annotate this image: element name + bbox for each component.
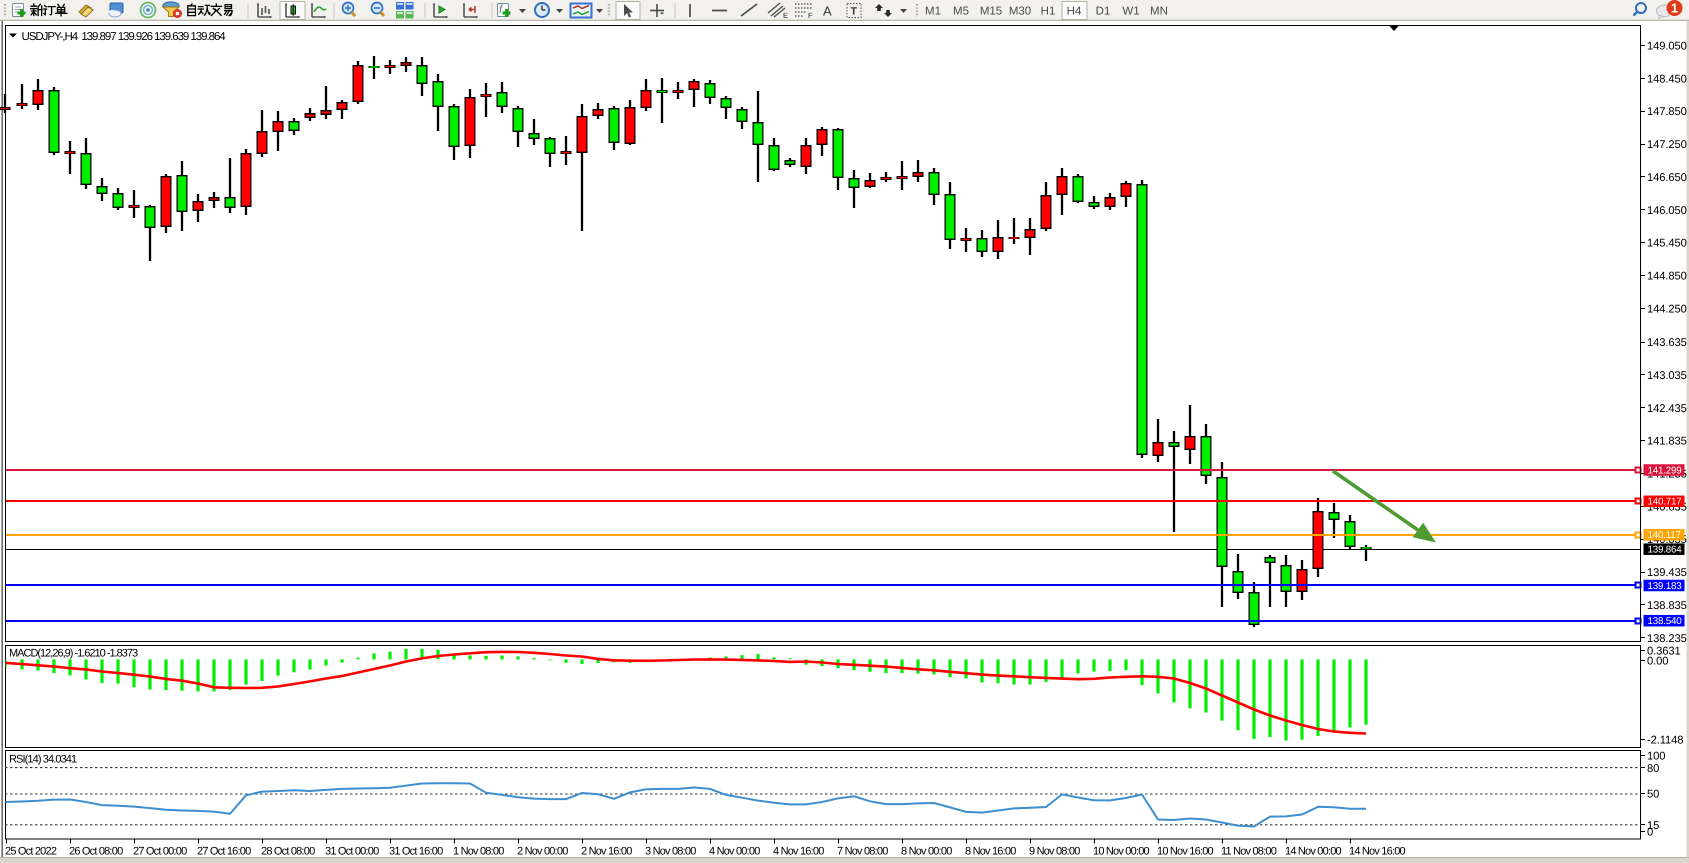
svg-text:M1: M1 bbox=[925, 6, 941, 18]
svg-text:31 Oct 16:00: 31 Oct 16:00 bbox=[389, 845, 443, 857]
svg-text:139.435: 139.435 bbox=[1647, 567, 1687, 579]
svg-text:138.835: 138.835 bbox=[1647, 600, 1687, 612]
svg-text:143.035: 143.035 bbox=[1647, 370, 1687, 382]
svg-text:144.850: 144.850 bbox=[1647, 271, 1687, 283]
svg-text:f: f bbox=[500, 3, 504, 13]
svg-text:149.050: 149.050 bbox=[1647, 41, 1687, 53]
svg-text:146.650: 146.650 bbox=[1647, 172, 1687, 184]
svg-text:RSI(14) 34.0341: RSI(14) 34.0341 bbox=[9, 754, 77, 766]
svg-text:F: F bbox=[808, 11, 813, 20]
svg-text:0.3631: 0.3631 bbox=[1647, 646, 1681, 658]
svg-text:MN: MN bbox=[1150, 6, 1168, 18]
svg-text:1: 1 bbox=[1671, 1, 1678, 16]
svg-text:27 Oct 16:00: 27 Oct 16:00 bbox=[197, 845, 251, 857]
svg-text:1 Nov 08:00: 1 Nov 08:00 bbox=[453, 845, 504, 857]
svg-text:25 Oct 2022: 25 Oct 2022 bbox=[5, 845, 57, 857]
svg-text:26 Oct 08:00: 26 Oct 08:00 bbox=[69, 845, 123, 857]
svg-text:10 Nov 00:00: 10 Nov 00:00 bbox=[1093, 845, 1150, 857]
svg-text:MACD(12,26,9) -1.6210 -1.8373: MACD(12,26,9) -1.6210 -1.8373 bbox=[9, 648, 138, 660]
svg-text:50: 50 bbox=[1647, 789, 1659, 801]
svg-text:28 Oct 08:00: 28 Oct 08:00 bbox=[261, 845, 315, 857]
svg-text:140.717: 140.717 bbox=[1648, 497, 1682, 508]
svg-text:147.250: 147.250 bbox=[1647, 139, 1687, 151]
svg-text:M30: M30 bbox=[1009, 6, 1031, 18]
svg-text:147.850: 147.850 bbox=[1647, 106, 1687, 118]
svg-text:100: 100 bbox=[1647, 751, 1665, 763]
svg-text:USDJPY-,H4 139.897 139.926 13: USDJPY-,H4 139.897 139.926 139.639 139.8… bbox=[22, 31, 227, 43]
svg-text:4 Nov 16:00: 4 Nov 16:00 bbox=[773, 845, 824, 857]
svg-text:14 Nov 00:00: 14 Nov 00:00 bbox=[1285, 845, 1342, 857]
svg-text:A: A bbox=[823, 4, 832, 19]
svg-text:80: 80 bbox=[1647, 763, 1659, 775]
svg-text:T: T bbox=[851, 6, 858, 18]
svg-text:H4: H4 bbox=[1067, 6, 1082, 18]
svg-text:4 Nov 00:00: 4 Nov 00:00 bbox=[709, 845, 760, 857]
svg-text:139.864: 139.864 bbox=[1648, 545, 1683, 556]
svg-text:31 Oct 00:00: 31 Oct 00:00 bbox=[325, 845, 379, 857]
svg-text:-2.1148: -2.1148 bbox=[1647, 735, 1683, 747]
svg-text:3 Nov 08:00: 3 Nov 08:00 bbox=[645, 845, 696, 857]
svg-text:H1: H1 bbox=[1041, 6, 1056, 18]
svg-text:146.050: 146.050 bbox=[1647, 205, 1687, 217]
svg-text:140.117: 140.117 bbox=[1648, 530, 1681, 541]
svg-text:0.00: 0.00 bbox=[1647, 655, 1668, 667]
svg-text:9 Nov 08:00: 9 Nov 08:00 bbox=[1029, 845, 1080, 857]
svg-text:144.250: 144.250 bbox=[1647, 303, 1687, 315]
svg-text:138.235: 138.235 bbox=[1647, 633, 1687, 645]
svg-text:15: 15 bbox=[1647, 820, 1659, 832]
svg-text:148.450: 148.450 bbox=[1647, 73, 1687, 85]
svg-text:W1: W1 bbox=[1122, 6, 1139, 18]
svg-text:145.450: 145.450 bbox=[1647, 238, 1687, 250]
svg-text:M15: M15 bbox=[980, 6, 1002, 18]
svg-text:D1: D1 bbox=[1096, 6, 1111, 18]
svg-text:141.835: 141.835 bbox=[1647, 436, 1687, 448]
svg-text:14 Nov 16:00: 14 Nov 16:00 bbox=[1349, 845, 1406, 857]
svg-text:8 Nov 16:00: 8 Nov 16:00 bbox=[965, 845, 1016, 857]
svg-text:139.183: 139.183 bbox=[1648, 581, 1683, 592]
svg-text:8 Nov 00:00: 8 Nov 00:00 bbox=[901, 845, 952, 857]
svg-text:143.635: 143.635 bbox=[1647, 337, 1687, 349]
svg-text:142.435: 142.435 bbox=[1647, 403, 1687, 415]
svg-text:2 Nov 16:00: 2 Nov 16:00 bbox=[581, 845, 632, 857]
svg-text:138.540: 138.540 bbox=[1648, 616, 1683, 627]
svg-text:7 Nov 08:00: 7 Nov 08:00 bbox=[837, 845, 888, 857]
svg-text:10 Nov 16:00: 10 Nov 16:00 bbox=[1157, 845, 1214, 857]
svg-text:E: E bbox=[783, 11, 788, 20]
svg-text:11 Nov 08:00: 11 Nov 08:00 bbox=[1221, 845, 1277, 857]
svg-text:M5: M5 bbox=[953, 6, 969, 18]
svg-text:2 Nov 00:00: 2 Nov 00:00 bbox=[517, 845, 568, 857]
svg-text:141.299: 141.299 bbox=[1648, 465, 1682, 476]
svg-text:27 Oct 00:00: 27 Oct 00:00 bbox=[133, 845, 187, 857]
svg-text:0: 0 bbox=[1647, 826, 1653, 838]
